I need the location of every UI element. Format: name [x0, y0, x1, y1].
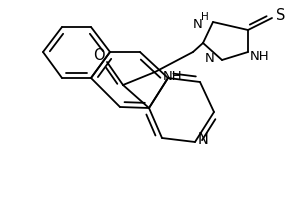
- Text: N: N: [198, 132, 208, 148]
- Text: N: N: [193, 18, 203, 30]
- Text: N: N: [205, 51, 215, 64]
- Text: NH: NH: [250, 49, 270, 62]
- Text: NH: NH: [163, 71, 183, 84]
- Text: H: H: [201, 12, 209, 22]
- Text: S: S: [276, 7, 286, 22]
- Text: O: O: [93, 48, 105, 64]
